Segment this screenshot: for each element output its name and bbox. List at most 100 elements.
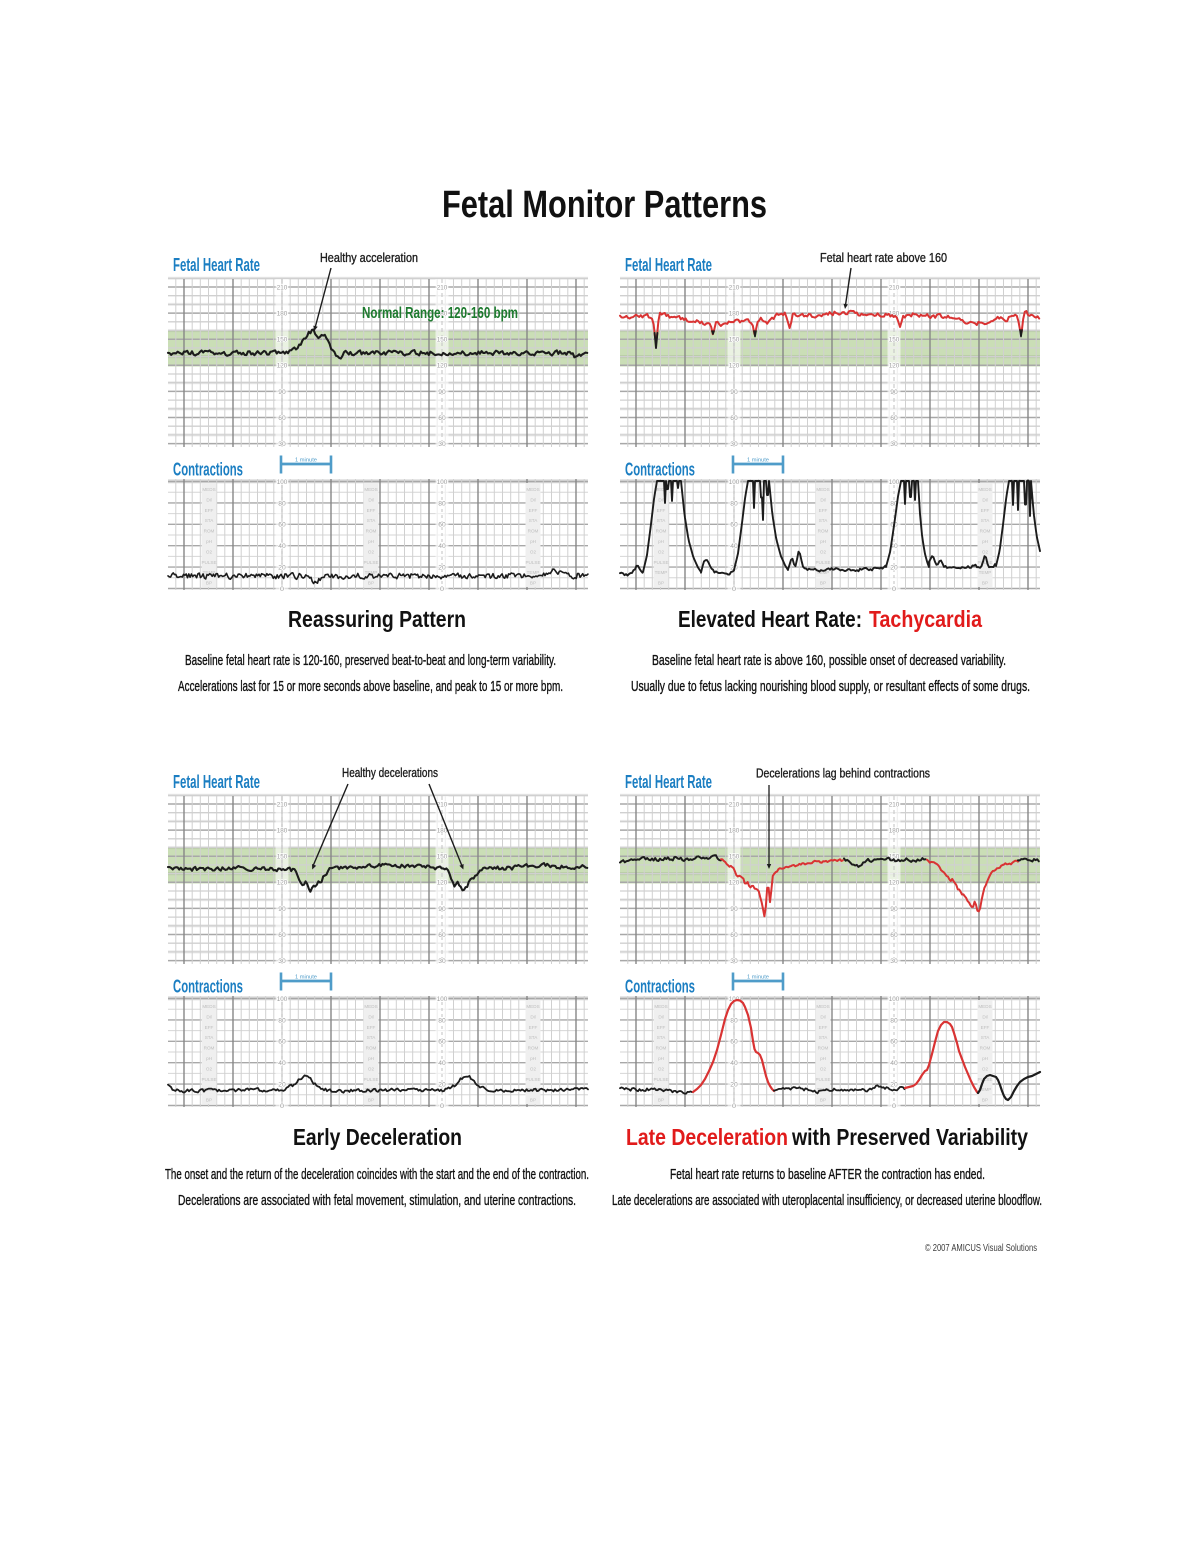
svg-text:with Preserved Variability: with Preserved Variability	[791, 1124, 1028, 1150]
svg-text:STA: STA	[367, 518, 377, 523]
svg-text:pH: pH	[658, 539, 664, 544]
svg-text:150: 150	[277, 854, 288, 861]
svg-text:20: 20	[730, 1082, 738, 1089]
svg-text:80: 80	[730, 1017, 738, 1024]
svg-text:40: 40	[890, 1060, 898, 1067]
svg-text:120: 120	[729, 363, 740, 370]
svg-text:TEMP: TEMP	[655, 570, 668, 575]
svg-text:PULSE: PULSE	[977, 560, 992, 565]
svg-text:TEMP: TEMP	[365, 570, 378, 575]
svg-text:ROM: ROM	[818, 1046, 829, 1051]
svg-text:150: 150	[437, 854, 448, 861]
svg-text:60: 60	[278, 522, 286, 529]
svg-text:Normal Range: 120-160 bpm: Normal Range: 120-160 bpm	[362, 305, 518, 322]
svg-text:O2: O2	[982, 549, 989, 554]
svg-text:PULSE: PULSE	[653, 560, 668, 565]
svg-text:ROM: ROM	[656, 529, 667, 534]
svg-text:60: 60	[438, 932, 446, 939]
svg-text:60: 60	[890, 932, 898, 939]
svg-text:EFF: EFF	[819, 1025, 828, 1030]
svg-text:MEDS: MEDS	[364, 1004, 377, 1009]
svg-text:Fetal Heart Rate: Fetal Heart Rate	[625, 772, 712, 792]
svg-text:1 minute: 1 minute	[747, 974, 769, 980]
svg-text:BP: BP	[530, 1098, 536, 1103]
svg-text:180: 180	[889, 311, 900, 318]
svg-text:BP: BP	[530, 581, 536, 586]
svg-text:O2: O2	[658, 1066, 665, 1071]
svg-text:100: 100	[277, 996, 288, 1003]
svg-text:20: 20	[890, 1082, 898, 1089]
svg-text:90: 90	[730, 389, 738, 396]
svg-text:120: 120	[277, 880, 288, 887]
svg-text:20: 20	[438, 565, 446, 572]
svg-text:pH: pH	[982, 539, 988, 544]
svg-text:40: 40	[438, 543, 446, 550]
svg-text:BP: BP	[206, 1098, 212, 1103]
svg-text:180: 180	[437, 828, 448, 835]
svg-text:150: 150	[729, 854, 740, 861]
svg-text:80: 80	[278, 1017, 286, 1024]
svg-text:EFF: EFF	[529, 1025, 538, 1030]
svg-text:pH: pH	[206, 539, 212, 544]
svg-text:120: 120	[277, 363, 288, 370]
svg-text:Dil: Dil	[206, 1014, 211, 1019]
svg-text:ROM: ROM	[980, 1046, 991, 1051]
svg-text:EFF: EFF	[205, 1025, 214, 1030]
svg-text:Dil: Dil	[658, 497, 663, 502]
svg-text:TEMP: TEMP	[817, 570, 830, 575]
svg-text:100: 100	[437, 996, 448, 1003]
svg-text:EFF: EFF	[367, 1025, 376, 1030]
svg-text:90: 90	[278, 906, 286, 913]
svg-text:210: 210	[277, 284, 288, 291]
svg-text:MEDS: MEDS	[202, 487, 215, 492]
svg-text:100: 100	[729, 479, 740, 486]
svg-text:MEDS: MEDS	[816, 1004, 829, 1009]
svg-text:Dil: Dil	[982, 497, 987, 502]
svg-text:60: 60	[890, 415, 898, 422]
svg-text:BP: BP	[368, 581, 374, 586]
svg-text:BP: BP	[206, 581, 212, 586]
svg-text:1 minute: 1 minute	[295, 457, 317, 463]
svg-text:pH: pH	[658, 1056, 664, 1061]
svg-text:PULSE: PULSE	[653, 1077, 668, 1082]
svg-text:EFF: EFF	[657, 508, 666, 513]
svg-text:TEMP: TEMP	[203, 570, 216, 575]
svg-text:Fetal Monitor Patterns: Fetal Monitor Patterns	[442, 184, 767, 226]
svg-text:EFF: EFF	[529, 508, 538, 513]
svg-text:1 minute: 1 minute	[295, 974, 317, 980]
svg-text:MEDS: MEDS	[978, 1004, 991, 1009]
svg-text:STA: STA	[205, 518, 215, 523]
svg-text:Dil: Dil	[368, 497, 373, 502]
svg-text:TEMP: TEMP	[527, 570, 540, 575]
svg-text:ROM: ROM	[818, 529, 829, 534]
svg-text:60: 60	[890, 1039, 898, 1046]
svg-text:PULSE: PULSE	[201, 560, 216, 565]
svg-text:120: 120	[889, 880, 900, 887]
svg-text:180: 180	[889, 828, 900, 835]
svg-text:Baseline fetal heart rate is 1: Baseline fetal heart rate is 120-160, pr…	[185, 652, 556, 669]
svg-text:STA: STA	[205, 1035, 215, 1040]
svg-text:STA: STA	[529, 1035, 539, 1040]
svg-text:ROM: ROM	[528, 1046, 539, 1051]
svg-text:30: 30	[278, 441, 286, 448]
svg-text:Contractions: Contractions	[625, 460, 695, 480]
svg-text:Decelerations are associated w: Decelerations are associated with fetal …	[178, 1192, 576, 1209]
svg-text:pH: pH	[206, 1056, 212, 1061]
svg-text:STA: STA	[981, 1035, 991, 1040]
svg-text:BP: BP	[820, 581, 826, 586]
svg-text:PULSE: PULSE	[525, 560, 540, 565]
svg-text:Healthy decelerations: Healthy decelerations	[342, 765, 438, 780]
svg-text:PULSE: PULSE	[525, 1077, 540, 1082]
svg-text:PULSE: PULSE	[363, 1077, 378, 1082]
svg-text:210: 210	[729, 284, 740, 291]
svg-text:STA: STA	[819, 1035, 829, 1040]
svg-text:O2: O2	[820, 549, 827, 554]
svg-text:40: 40	[438, 1060, 446, 1067]
svg-text:EFF: EFF	[657, 1025, 666, 1030]
svg-text:30: 30	[890, 958, 898, 965]
svg-text:210: 210	[889, 284, 900, 291]
svg-text:40: 40	[278, 543, 286, 550]
svg-text:40: 40	[278, 1060, 286, 1067]
svg-text:TEMP: TEMP	[365, 1087, 378, 1092]
svg-text:60: 60	[278, 932, 286, 939]
